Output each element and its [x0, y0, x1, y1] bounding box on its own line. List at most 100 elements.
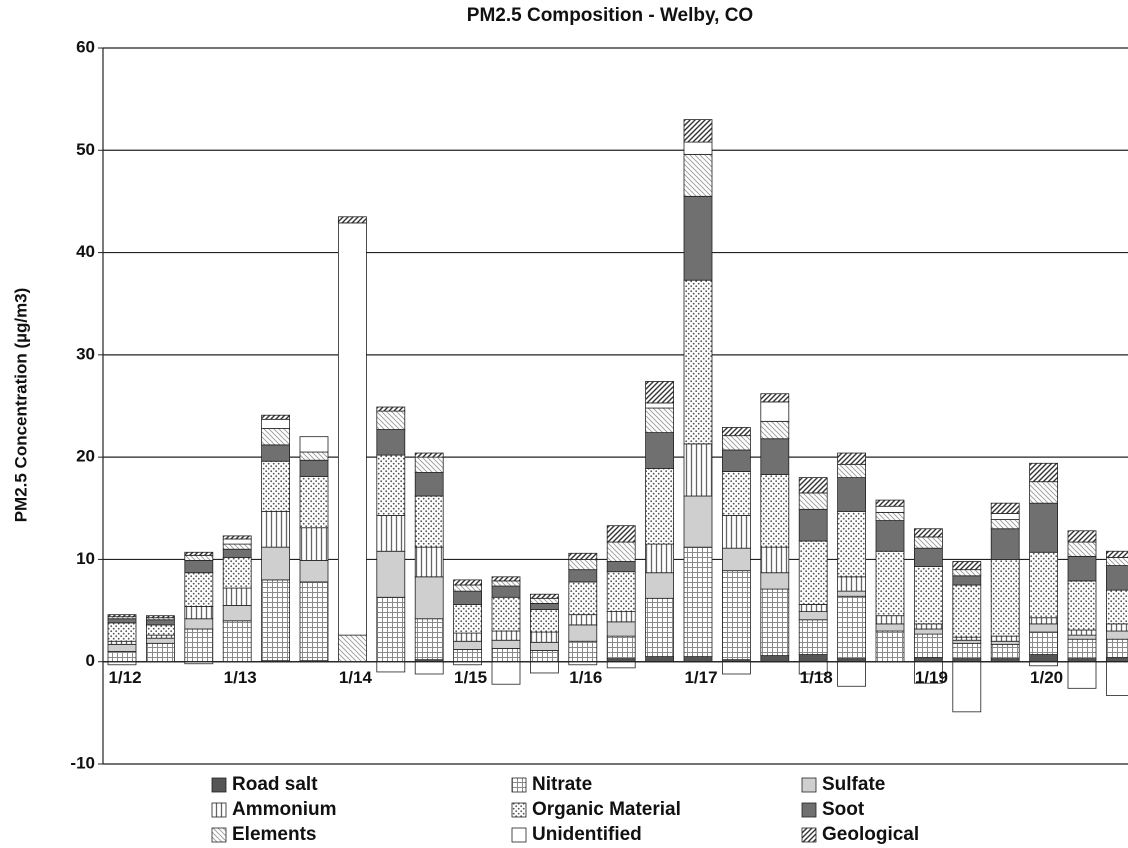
legend-swatch — [211, 827, 227, 843]
bar-segment — [1106, 550, 1128, 558]
y-tick-label: -10 — [70, 753, 95, 772]
bar-segment — [645, 402, 674, 409]
bar-segment — [722, 661, 751, 675]
bar-segment — [606, 571, 636, 612]
bar-segment — [530, 641, 559, 651]
bar-segment — [683, 279, 713, 445]
bar-segment — [606, 525, 636, 543]
bar-segment — [299, 476, 329, 529]
y-tick-label: 20 — [76, 447, 95, 466]
bar-segment — [261, 418, 291, 429]
legend-label: Elements — [232, 824, 316, 845]
bar-segment — [990, 502, 1020, 514]
bar-segment — [837, 477, 866, 512]
bar-segment — [645, 467, 674, 545]
bar-segment — [683, 195, 713, 281]
bar-segment — [875, 550, 905, 617]
bar-segment — [337, 634, 367, 663]
bar-segment — [683, 141, 713, 155]
bar-segment — [1106, 638, 1128, 659]
bar-segment — [107, 614, 137, 618]
bar-segment — [683, 153, 713, 197]
bar-segment — [1106, 623, 1128, 632]
bar-segment — [491, 661, 521, 685]
bar-segment — [530, 650, 559, 663]
bar-segment — [760, 474, 790, 548]
bar-segment — [222, 620, 252, 663]
bar-segment — [376, 596, 406, 663]
bar-segment — [1106, 661, 1128, 696]
bar-segment — [1067, 541, 1097, 557]
bar-segment — [453, 649, 483, 663]
bar-segment — [875, 505, 905, 513]
bar-segment — [1106, 630, 1128, 640]
bar-segment — [184, 572, 214, 607]
bar-segment — [414, 661, 444, 675]
bar-segment — [491, 576, 521, 582]
bar-segment — [798, 611, 828, 621]
bar-segment — [184, 606, 214, 620]
legend-swatch — [511, 827, 527, 843]
bar-segment — [107, 643, 137, 652]
bar-segment — [837, 595, 866, 660]
bar-segment — [184, 554, 214, 561]
bar-segment — [414, 456, 444, 473]
bar-segment — [568, 614, 598, 626]
bar-segment — [107, 651, 137, 663]
bar-segment — [952, 642, 982, 660]
y-tick-label: 40 — [76, 242, 95, 261]
bar-segment — [760, 393, 790, 403]
bar-segment — [990, 559, 1020, 637]
bar-segment — [1029, 617, 1058, 625]
bar-segment — [1029, 631, 1058, 655]
bar-segment — [645, 543, 674, 574]
bar-segment — [414, 452, 444, 458]
y-tick-label: 30 — [76, 344, 95, 363]
legend-label: Unidentified — [532, 824, 642, 845]
bar-segment — [606, 611, 636, 623]
bar-segment — [145, 634, 175, 639]
bar-segment — [568, 569, 598, 583]
bar-segment — [222, 543, 252, 550]
bar-segment — [683, 443, 713, 497]
bar-segment — [299, 436, 329, 453]
bar-segment — [606, 541, 636, 562]
bar-segment — [299, 560, 329, 583]
bar-segment — [568, 581, 598, 616]
bar-segment — [990, 640, 1020, 645]
bar-segment — [875, 511, 905, 521]
bar-segment — [530, 631, 559, 643]
x-tick-label: 1/17 — [684, 668, 717, 687]
legend-swatch — [511, 802, 527, 818]
bar-segment — [1067, 661, 1097, 689]
bar-segment — [530, 603, 559, 610]
bar-segment — [683, 495, 713, 548]
bar-segment — [722, 471, 751, 516]
bar-segment — [606, 621, 636, 637]
bar-segment — [837, 510, 866, 578]
legend-swatch — [511, 777, 527, 793]
bar-segment — [683, 546, 713, 658]
bar-segment — [222, 538, 252, 545]
bar-segment — [261, 510, 291, 548]
legend-label: Sulfate — [822, 774, 885, 795]
bar-segment — [530, 661, 559, 674]
bar-segment — [837, 590, 866, 597]
bar-segment — [683, 656, 713, 663]
bar-segment — [645, 381, 674, 404]
bar-segment — [952, 575, 982, 586]
bar-segment — [453, 579, 483, 586]
bar-segment — [491, 630, 521, 641]
bar-segment — [299, 459, 329, 477]
bar-segment — [914, 566, 943, 625]
bar-segment — [798, 477, 828, 494]
bar-segment — [798, 654, 828, 663]
legend-label: Organic Material — [532, 799, 681, 820]
x-tick-label: 1/14 — [339, 668, 373, 687]
bar-segment — [798, 508, 828, 542]
legend-swatch — [801, 802, 817, 818]
x-tick-label: 1/19 — [915, 668, 948, 687]
bar-segment — [414, 495, 444, 548]
bar-segment — [722, 435, 751, 451]
